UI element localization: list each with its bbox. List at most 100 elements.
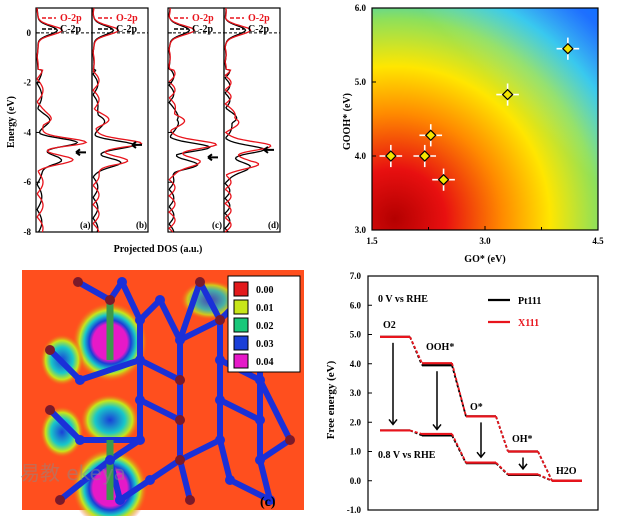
- watermark: 易教 ekeya: [20, 461, 126, 485]
- lattice-bond: [57, 457, 113, 503]
- scaling-y-tick-label: 4.0: [355, 151, 367, 161]
- lattice-atom: [215, 395, 225, 405]
- dos-frame-a: [35, 7, 93, 233]
- annotation-label: 0 V vs RHE: [378, 294, 428, 305]
- free-energy-ticks: 7.0 6.0 5.0 4.0 3.0 2.0 1.0 0.0 -1.0: [347, 271, 372, 515]
- legend-swatch: [233, 317, 249, 333]
- data-point: [384, 150, 397, 162]
- scaling-y-tick-label: 6.0: [355, 3, 367, 13]
- free-energy-y-tick-label: 6.0: [350, 300, 362, 310]
- annotation-label: 0.8 V vs RHE: [378, 450, 436, 461]
- legend-label: O-2p: [248, 13, 270, 24]
- lattice-bond: [119, 279, 143, 323]
- dos-legends: O-2pC-2pO-2pC-2pO-2pC-2pO-2pC-2p: [42, 13, 270, 35]
- dos-panel: (a) (b) (c) (d) 0 -2 -4 -6 -8 Energy (eV) Proje…: [6, 7, 281, 255]
- subpanel-label: (b): [136, 220, 147, 230]
- lattice-atom: [135, 435, 145, 445]
- dos-frame-d: [223, 7, 281, 233]
- scaling-ylabel: GOOH* (eV): [342, 93, 353, 150]
- legend-label: 0.03: [256, 339, 274, 350]
- lattice-atom: [225, 475, 235, 485]
- lattice-bond: [177, 317, 223, 343]
- free-energy-ylabel: Free energy (eV): [325, 360, 337, 439]
- legend-label: O-2p: [192, 13, 214, 24]
- lattice-bond: [47, 407, 83, 443]
- lattice-bond: [257, 437, 293, 463]
- legend-label: C-2p: [60, 24, 82, 35]
- dos-ylabel: Energy (eV): [6, 96, 17, 148]
- energy-connector: [409, 429, 423, 435]
- c-2p-curve: [168, 8, 211, 233]
- free-energy-lines: [380, 335, 582, 482]
- legend-swatch: [233, 281, 249, 297]
- lattice-atom: [117, 277, 127, 287]
- energy-connector: [409, 336, 423, 364]
- dos-y-tick-label: 0: [27, 28, 32, 38]
- lattice-atom: [45, 345, 55, 355]
- dos-xlabel: Projected DOS (a.u.): [114, 244, 203, 255]
- lattice-bond: [217, 397, 263, 423]
- legend-label: X111: [518, 318, 539, 329]
- step-label: O2: [383, 320, 396, 331]
- lattice-atom: [75, 435, 85, 445]
- charge-blob: [80, 394, 140, 446]
- dos-y-tick-label: -2: [24, 78, 32, 88]
- c-2p-curve: [36, 7, 79, 233]
- legend-label: Pt111: [518, 296, 541, 307]
- lattice-atom: [45, 405, 55, 415]
- legend-label: C-2p: [192, 24, 214, 35]
- charge-panel-label: (c): [260, 495, 276, 510]
- legend-swatch: [233, 335, 249, 351]
- energy-connector: [451, 362, 467, 417]
- lattice-atom: [215, 355, 225, 365]
- energy-connector: [451, 364, 467, 417]
- legend-swatch: [233, 299, 249, 315]
- lattice-bond: [137, 357, 183, 383]
- step-label: OOH*: [426, 342, 454, 353]
- free-energy-y-tick-label: 2.0: [350, 417, 362, 427]
- arrow-icon: [75, 148, 86, 157]
- o-2p-curve: [36, 7, 88, 233]
- free-energy-labels: 0 V vs RHE 0.8 V vs RHE O2 OOH* O* OH* H2O Pt11…: [378, 294, 577, 477]
- lattice-atom: [255, 415, 265, 425]
- arrow-icon: [131, 141, 142, 149]
- lattice-bond: [117, 477, 153, 503]
- free-energy-y-tick-label: 5.0: [350, 330, 362, 340]
- o-2p-curve: [92, 7, 143, 233]
- lattice-atom: [175, 375, 185, 385]
- o-2p-curve: [224, 7, 272, 233]
- step-label: O*: [470, 402, 483, 413]
- scaling-points: [379, 37, 580, 191]
- lattice-atom: [135, 315, 145, 325]
- energy-connector: [537, 473, 553, 482]
- lattice-atom: [215, 435, 225, 445]
- legend-label: 0.04: [256, 357, 274, 368]
- lattice-atom: [215, 315, 225, 325]
- data-point: [424, 129, 437, 142]
- data-point: [501, 88, 514, 101]
- lattice-atom: [155, 295, 165, 305]
- lattice-atom: [185, 495, 195, 505]
- dos-frame-b: [91, 7, 149, 233]
- lattice-atom: [105, 455, 115, 465]
- arrow-icon: [432, 423, 442, 431]
- scaling-x-tick-label: 1.5: [366, 236, 378, 246]
- dos-y-tick-label: -8: [24, 227, 32, 237]
- lattice-bond: [197, 279, 223, 323]
- lattice-bond: [177, 279, 203, 343]
- lattice-atom: [265, 495, 275, 505]
- lattice-bond: [147, 457, 183, 483]
- free-energy-y-tick-label: 7.0: [350, 271, 362, 281]
- legend-label: C-2p: [116, 24, 138, 35]
- subpanel-label: (a): [80, 220, 91, 230]
- data-point: [437, 173, 450, 186]
- lattice-bond: [77, 357, 143, 383]
- lattice-bond: [177, 457, 193, 503]
- lattice-atom: [195, 277, 205, 287]
- lattice-atom: [285, 435, 295, 445]
- arrow-icon: [263, 146, 274, 154]
- lattice-bond: [137, 397, 183, 423]
- step-label: H2O: [556, 466, 577, 477]
- lattice-bond: [217, 437, 233, 483]
- free-energy-y-tick-label: 1.0: [350, 447, 362, 457]
